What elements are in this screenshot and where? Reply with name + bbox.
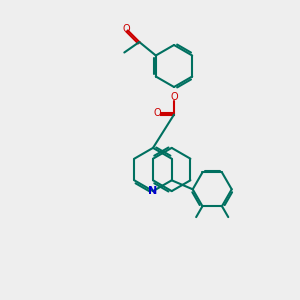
Text: N: N [148, 186, 158, 196]
Text: O: O [123, 24, 130, 34]
Text: O: O [154, 108, 162, 118]
Text: O: O [170, 92, 178, 102]
